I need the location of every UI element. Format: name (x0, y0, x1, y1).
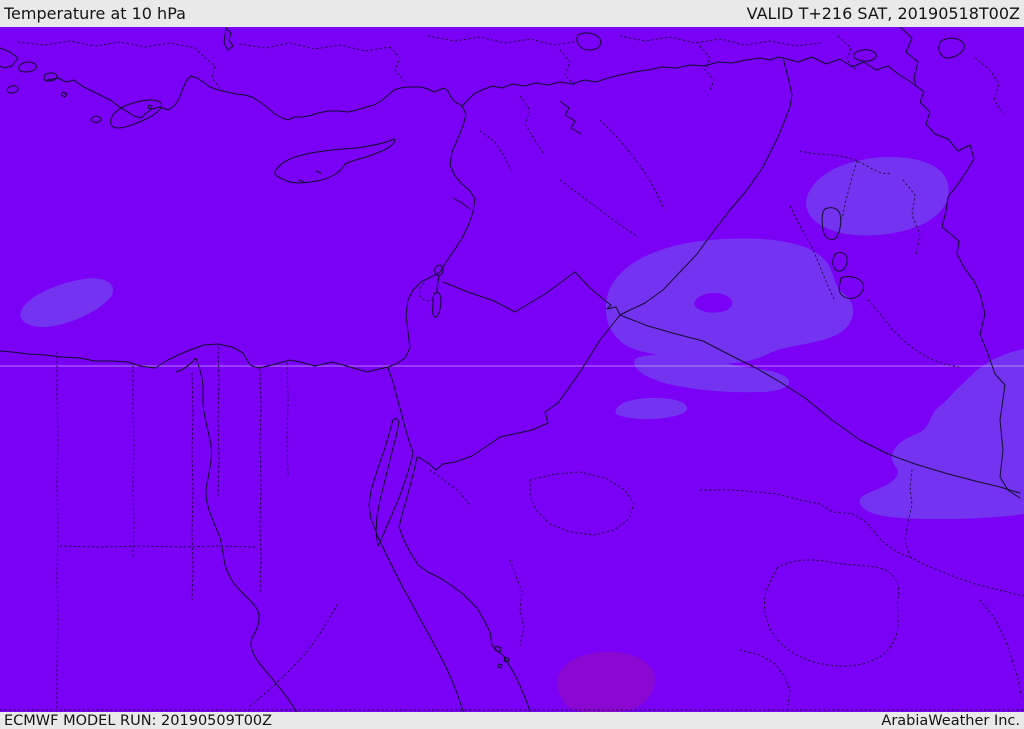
temperature-light-patches (20, 156, 1024, 520)
coastlines (0, 47, 531, 714)
weather-map (0, 26, 1024, 714)
temperature-dark-patch (557, 651, 655, 713)
map-title: Temperature at 10 hPa (4, 4, 186, 23)
lakes-and-rivers (175, 26, 965, 714)
country-borders (387, 26, 1021, 499)
footer-bar: ECMWF MODEL RUN: 20190509T00Z ArabiaWeat… (0, 712, 1024, 729)
brand-label: ArabiaWeather Inc. (881, 712, 1020, 729)
temperature-field-base (0, 27, 1024, 713)
weather-map-canvas (0, 26, 1024, 714)
valid-time-label: VALID T+216 SAT, 20190518T00Z (746, 4, 1020, 23)
model-run-label: ECMWF MODEL RUN: 20190509T00Z (4, 712, 273, 729)
admin-dashed-boundaries (0, 35, 1024, 711)
header-bar: Temperature at 10 hPa VALID T+216 SAT, 2… (0, 0, 1024, 27)
